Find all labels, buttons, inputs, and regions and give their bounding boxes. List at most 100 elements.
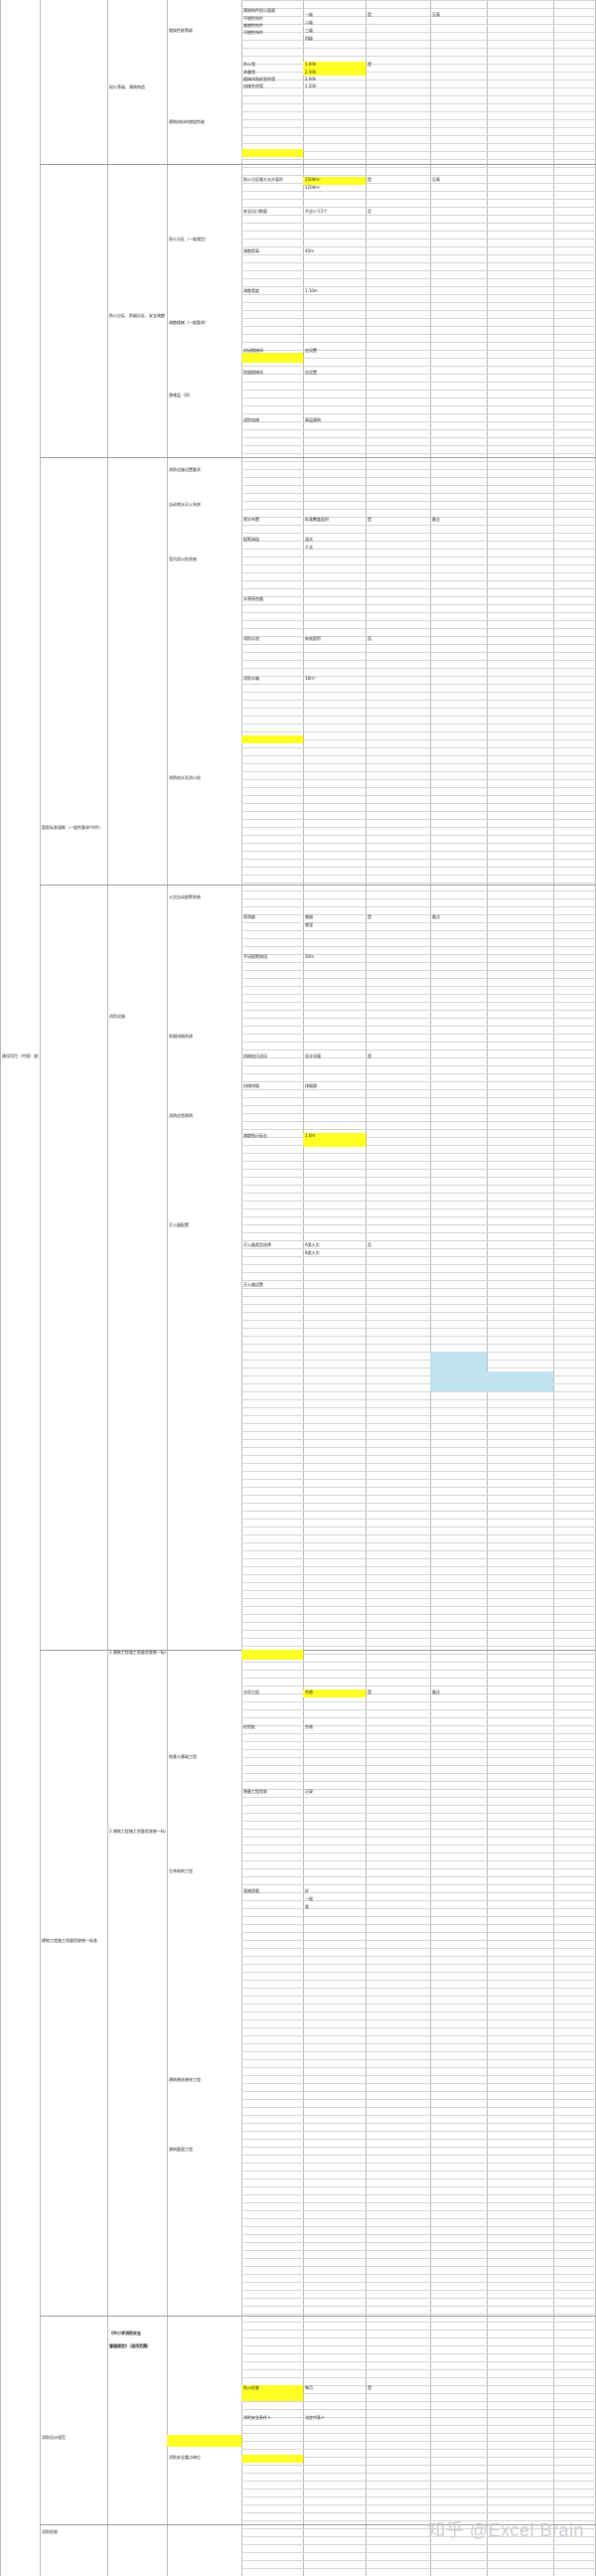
row-line — [241, 254, 596, 255]
row-line — [241, 1542, 596, 1543]
row-line — [241, 1296, 596, 1297]
highlight — [241, 2385, 303, 2401]
cell-col5: 2.00h — [305, 77, 317, 81]
row-line — [241, 1360, 596, 1361]
cell-col3: 消防安全重点单位 — [169, 2455, 201, 2460]
row-line — [241, 620, 596, 621]
section-line — [40, 2316, 596, 2317]
row-line — [241, 1654, 596, 1655]
row-line — [241, 1248, 596, 1249]
row-line — [241, 1789, 596, 1790]
row-line — [241, 2489, 596, 2490]
row-line — [241, 1145, 596, 1146]
row-line — [241, 1948, 596, 1949]
row-line — [241, 2568, 596, 2569]
cell-col4: 机械加压送风 — [243, 1053, 267, 1058]
row-line — [241, 32, 596, 33]
row-line — [241, 739, 596, 740]
cell-col2: 消防设施 — [109, 1014, 125, 1019]
row-line — [241, 64, 596, 65]
row-line — [241, 509, 596, 510]
row-line — [241, 2433, 596, 2434]
cell-col0: 建设项目（中国）部分建筑 — [2, 1053, 39, 1058]
row-line — [241, 2393, 596, 2394]
row-line — [241, 652, 596, 653]
row-line — [241, 231, 596, 232]
row-line — [241, 2139, 596, 2140]
row-line — [241, 310, 596, 311]
row-line — [241, 1821, 596, 1822]
row-line — [241, 1701, 596, 1702]
cell-col4: 探测器 — [243, 914, 255, 919]
row-line — [241, 1852, 596, 1853]
cell-col3: 防烟排烟系统 — [169, 1034, 193, 1039]
cell-col4: 消防水池 — [243, 636, 259, 641]
row-line — [241, 175, 596, 176]
row-line — [241, 1320, 596, 1321]
cell-col3: 消防应急照明 — [169, 1113, 193, 1118]
section-line — [40, 164, 596, 165]
row-line — [241, 2083, 596, 2084]
cell-col2: 防火分区、防烟分区、安全疏散 — [109, 313, 165, 318]
cell-col4: 难燃性构件 — [243, 23, 263, 28]
cell-col5: 1.50h — [305, 83, 317, 88]
highlight — [241, 149, 303, 157]
row-line — [241, 437, 596, 438]
row-line — [241, 1034, 596, 1035]
cell-col5: 记录 — [305, 1789, 313, 1794]
cell-col4: 灭火器类型选择 — [243, 1242, 271, 1247]
cell-col2: 《中小学消防安全 — [109, 2331, 141, 2335]
row-line — [241, 1201, 596, 1202]
row-line — [241, 72, 596, 73]
row-line — [241, 2147, 596, 2148]
row-line — [241, 103, 596, 104]
row-line — [241, 2298, 596, 2299]
row-line — [241, 493, 596, 494]
row-line — [241, 2194, 596, 2195]
row-line — [241, 1177, 596, 1178]
row-line — [241, 2528, 596, 2529]
row-line — [241, 2043, 596, 2044]
cell-col4: 检验批 — [243, 1724, 255, 1729]
cell-col5: 有效容积 — [305, 636, 321, 641]
row-line — [241, 716, 596, 717]
row-line — [241, 1964, 596, 1965]
row-line — [241, 1980, 596, 1981]
row-line — [241, 1590, 596, 1591]
cell-col4: 手动报警按钮 — [243, 954, 267, 959]
row-line — [241, 549, 596, 550]
column-line — [0, 0, 1, 2576]
cell-col5: 高层建筑 — [305, 417, 321, 422]
row-line — [241, 604, 596, 605]
section-line — [40, 2524, 596, 2525]
row-line — [241, 636, 596, 637]
row-line — [241, 986, 596, 987]
cell-col4: 防火墙 — [243, 62, 255, 67]
row-line — [241, 1956, 596, 1957]
row-line — [241, 2536, 596, 2537]
row-line — [241, 2274, 596, 2275]
row-line — [241, 2457, 596, 2458]
cell-col7: 见表 — [432, 12, 440, 17]
row-line — [241, 40, 596, 41]
row-line — [241, 1487, 596, 1488]
row-line — [241, 763, 596, 764]
cell-col4: 消防电梯 — [243, 417, 259, 422]
row-line — [241, 1908, 596, 1909]
cell-col6: 是 — [368, 177, 372, 182]
row-line — [241, 302, 596, 303]
row-line — [241, 1344, 596, 1345]
row-line — [241, 1097, 596, 1098]
cell-col4: 疏散宽度 — [243, 288, 259, 293]
row-line — [241, 2560, 596, 2561]
row-line — [241, 1336, 596, 1337]
cell-col3: 主体结构工程 — [169, 1868, 193, 1873]
row-line — [241, 1042, 596, 1043]
row-line — [241, 1630, 596, 1631]
row-line — [241, 692, 596, 693]
row-line — [241, 1733, 596, 1734]
cell-col5: 湿式 — [305, 537, 313, 542]
row-line — [241, 461, 596, 462]
highlight — [241, 2455, 303, 2463]
row-line — [241, 827, 596, 828]
